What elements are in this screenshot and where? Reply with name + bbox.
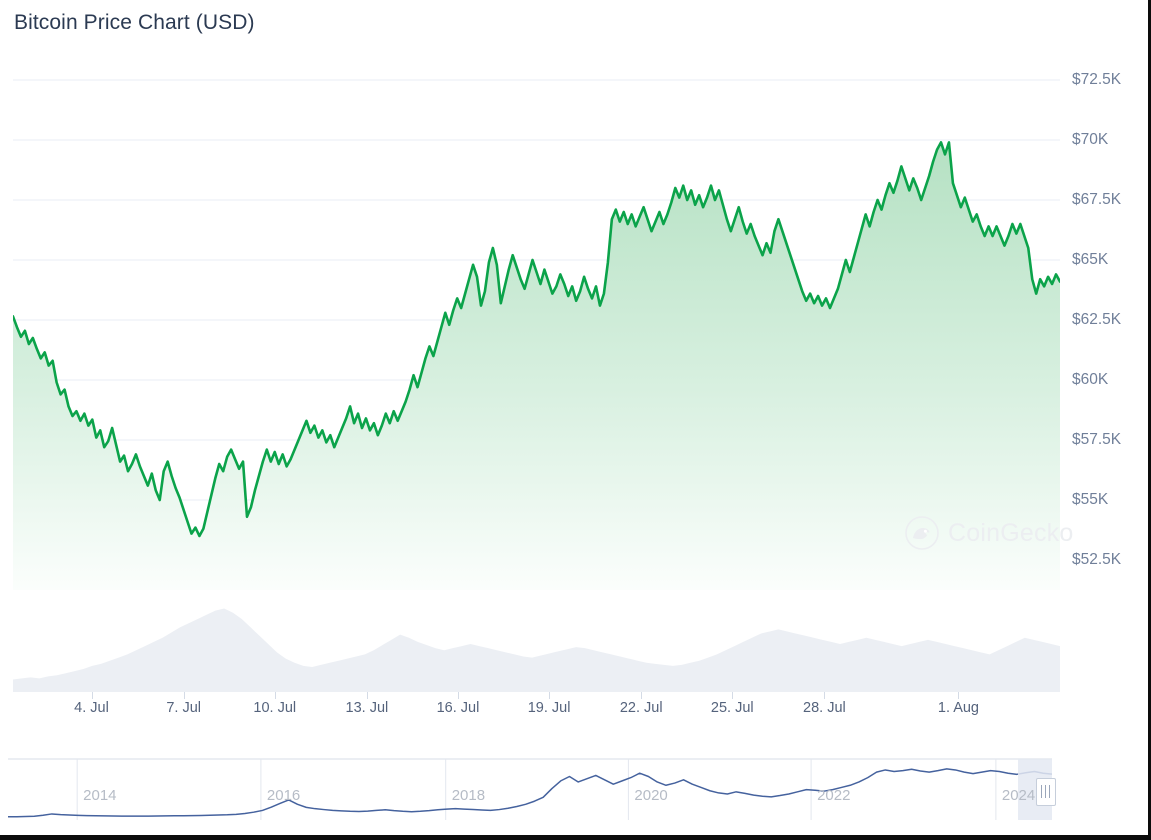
y-axis-tick-label: $60K [1072,371,1109,388]
price-chart-plot[interactable] [13,50,1060,590]
x-axis-tick-label: 4. Jul [74,700,109,716]
navigator-scrollbar-handle[interactable] [1036,778,1056,806]
y-axis-tick-label: $62.5K [1072,311,1122,328]
x-axis-labels: 4. Jul 7. Jul 10. Jul 13. Jul 16. Jul 19. Jul… [0,700,1060,730]
y-axis-tick-label: $65K [1072,251,1109,268]
x-axis-tick [183,692,185,699]
x-axis-tick [274,692,276,699]
x-axis-tick-label: 13. Jul [345,700,389,716]
volume-chart[interactable] [13,596,1060,692]
x-axis-tick-label: 16. Jul [436,700,480,716]
y-axis-tick-label: $67.5K [1072,191,1122,208]
navigator-line [8,768,1052,818]
y-axis-tick-label: $70K [1072,131,1109,148]
x-axis-tick-label: 25. Jul [710,700,754,716]
x-axis-tick [549,692,551,699]
navigator-chart[interactable] [8,758,1052,820]
y-axis-tick-label: $72.5K [1072,71,1122,88]
volume-bars [13,608,1060,692]
x-axis-tick-label: 1. Aug [937,700,979,716]
x-axis-tick [457,692,459,699]
x-axis-tick-label: 22. Jul [619,700,663,716]
x-axis-tick [958,692,960,699]
watermark-label: CoinGecko [948,518,1074,547]
y-axis-tick-label: $57.5K [1072,431,1122,448]
gecko-logo-icon [905,516,939,550]
y-axis-tick-label: $55K [1072,491,1109,508]
x-axis-tick-label: 19. Jul [527,700,571,716]
price-area-fill [13,142,1060,590]
price-line [13,141,1060,538]
x-axis-tick [91,692,93,699]
x-axis-tick-label: 28. Jul [803,700,846,716]
page-title: Bitcoin Price Chart (USD) [14,11,255,34]
navigator-gridlines [76,759,997,820]
y-axis-labels: $72.5K $70K $67.5K $65K $62.5K $60K $57.5K $55K… [1072,0,1151,620]
x-axis-tick [641,692,643,699]
x-axis-tick-label: 10. Jul [253,700,297,716]
x-axis-tick-label: 7. Jul [166,700,201,716]
y-axis-tick-label: $52.5K [1072,551,1122,568]
x-axis-tick [824,692,826,699]
x-axis-tick [732,692,734,699]
x-axis-tick [366,692,368,699]
coingecko-watermark: CoinGecko [905,516,1073,550]
